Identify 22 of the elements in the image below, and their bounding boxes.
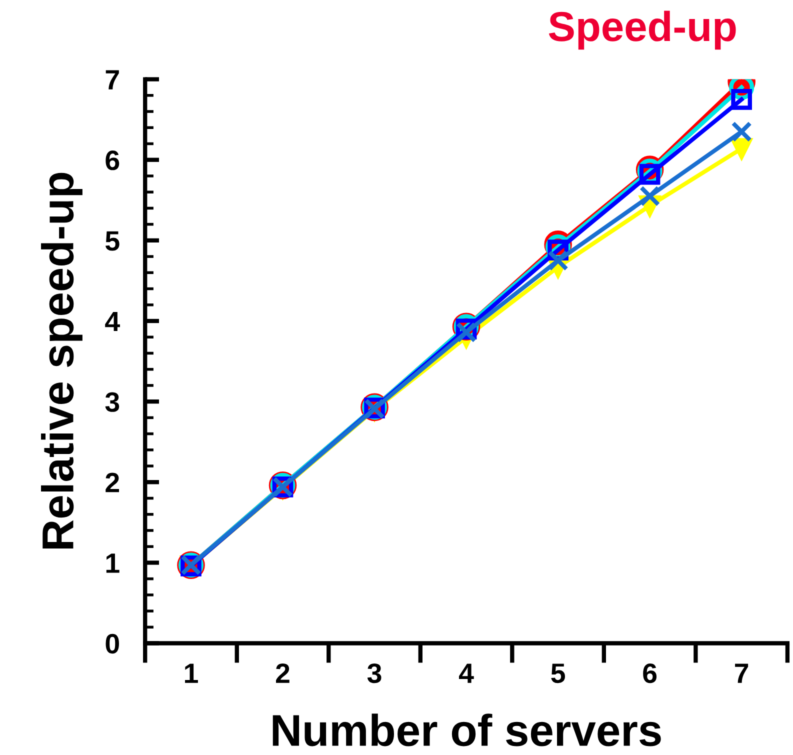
y-tick-label: 3 [105, 392, 120, 412]
x-tick-label: 1 [185, 664, 198, 683]
chart-title: Speed-up [548, 10, 736, 50]
point [731, 121, 752, 142]
y-tick-label: 6 [106, 150, 120, 170]
y-tick-label: 5 [106, 231, 120, 251]
x-tick-label: 7 [735, 664, 748, 683]
x-tick-label: 2 [276, 663, 290, 683]
y-tick-label: 4 [105, 312, 120, 332]
point [548, 250, 568, 271]
y-axis-title: Relative speed-up [41, 172, 82, 548]
x-tick-label: 3 [367, 663, 382, 684]
y-tick-label: 0 [106, 634, 119, 654]
point [639, 186, 660, 207]
x-tick-label: 4 [458, 664, 474, 683]
x-tick-label: 5 [551, 664, 565, 684]
point [731, 89, 752, 110]
x-tick-label: 6 [643, 663, 657, 684]
y-tick-label: 2 [106, 472, 120, 492]
y-tick-label: 1 [106, 554, 120, 573]
x-axis-title: Number of servers [272, 714, 661, 746]
y-tick-label: 7 [106, 70, 119, 90]
